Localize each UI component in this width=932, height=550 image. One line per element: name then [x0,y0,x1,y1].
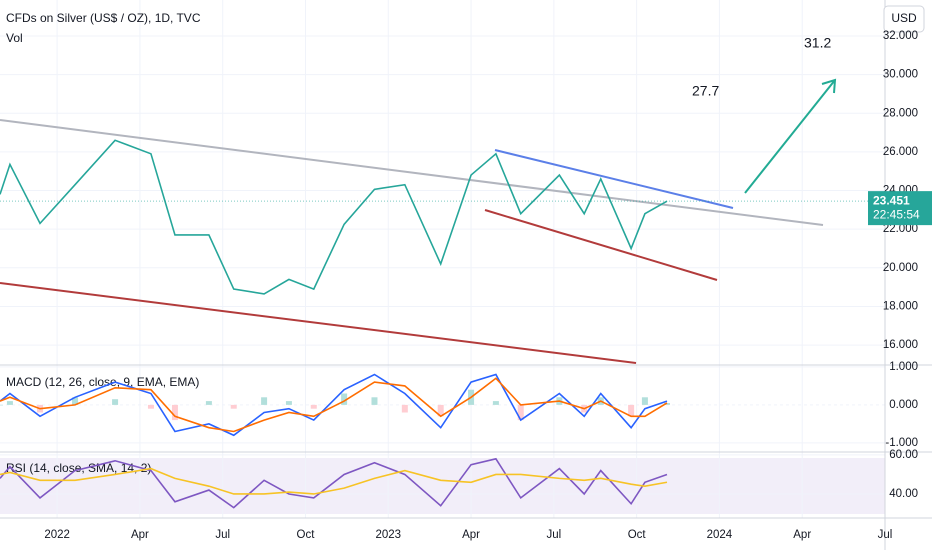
drawings [0,78,837,364]
target-label: 31.2 [804,35,831,51]
trend-line [0,282,637,364]
arrow [744,79,836,194]
histogram-bar [205,401,212,405]
histogram-bar [261,397,268,405]
histogram-bar [6,401,13,405]
rsi-line [0,457,668,509]
x-tick-label: 2023 [375,529,401,541]
volume-label: Vol [6,31,23,45]
histogram-bar [285,401,292,405]
histogram-bar [517,404,524,421]
x-tick-label: Jul [215,529,230,541]
x-tick-label: Jul [546,529,561,541]
currency[interactable]: USD [891,11,917,25]
arrow-head [821,78,837,94]
countdown: 22:45:54 [873,207,920,221]
x-tick-label: Oct [628,529,647,541]
macd-title: MACD (12, 26, close, 9, EMA, EMA) [6,375,199,389]
y-tick-label: 20.000 [883,262,918,274]
histogram-bar [401,404,408,413]
x-tick-label: 2024 [707,529,733,541]
y-tick-label: 40.00 [889,488,918,500]
histogram-bar [72,397,79,405]
x-tick-label: Oct [297,529,316,541]
chart-title: CFDs on Silver (US$ / OZ), 1D, TVC [6,11,201,25]
y-tick-label: 30.000 [883,69,918,81]
trend-line [0,119,824,226]
rsi-line [0,467,668,495]
x-tick-label: Apr [131,529,149,541]
y-tick-label: 32.000 [883,30,918,42]
y-tick-label: 60.00 [889,449,918,461]
y-tick-label: 22.000 [883,223,918,235]
histogram-bar [230,404,237,409]
y-tick-label: -1.000 [885,437,918,449]
histogram-bar [641,397,648,405]
last-price: 23.451 [873,193,910,207]
histogram-bar [437,404,444,417]
rsi-title: RSI (14, close, SMA, 14, 2) [6,461,151,475]
histogram-bar [310,404,317,409]
target-label: 27.7 [692,83,719,99]
y-tick-label: 0.000 [889,399,918,411]
histogram-bar [171,404,178,421]
histogram-bar [0,404,3,406]
trend-line [494,149,734,209]
macd-line [0,377,668,433]
y-tick-label: 26.000 [883,146,918,158]
x-tick-label: Apr [793,529,811,541]
y-tick-label: 18.000 [883,300,918,312]
price-line [0,139,668,295]
histogram-bar [341,393,348,405]
trend-line [484,209,718,281]
histogram-bar [147,404,154,409]
last-price-tag [868,191,932,226]
histogram-bar [492,401,499,405]
histogram-bar [112,399,119,405]
histogram-bar [663,402,670,405]
y-tick-label: 28.000 [883,107,918,119]
x-tick-label: Apr [462,529,480,541]
histogram-bar [371,397,378,405]
rsi-band [0,458,885,514]
y-tick-label: 1.000 [889,361,918,373]
histogram-bar [628,404,635,417]
x-tick-label: 2022 [44,529,70,541]
currency-button[interactable] [883,5,925,33]
y-tick-label: 16.000 [883,339,918,351]
x-tick-label: Jul [878,529,893,541]
macd-line [0,373,668,437]
